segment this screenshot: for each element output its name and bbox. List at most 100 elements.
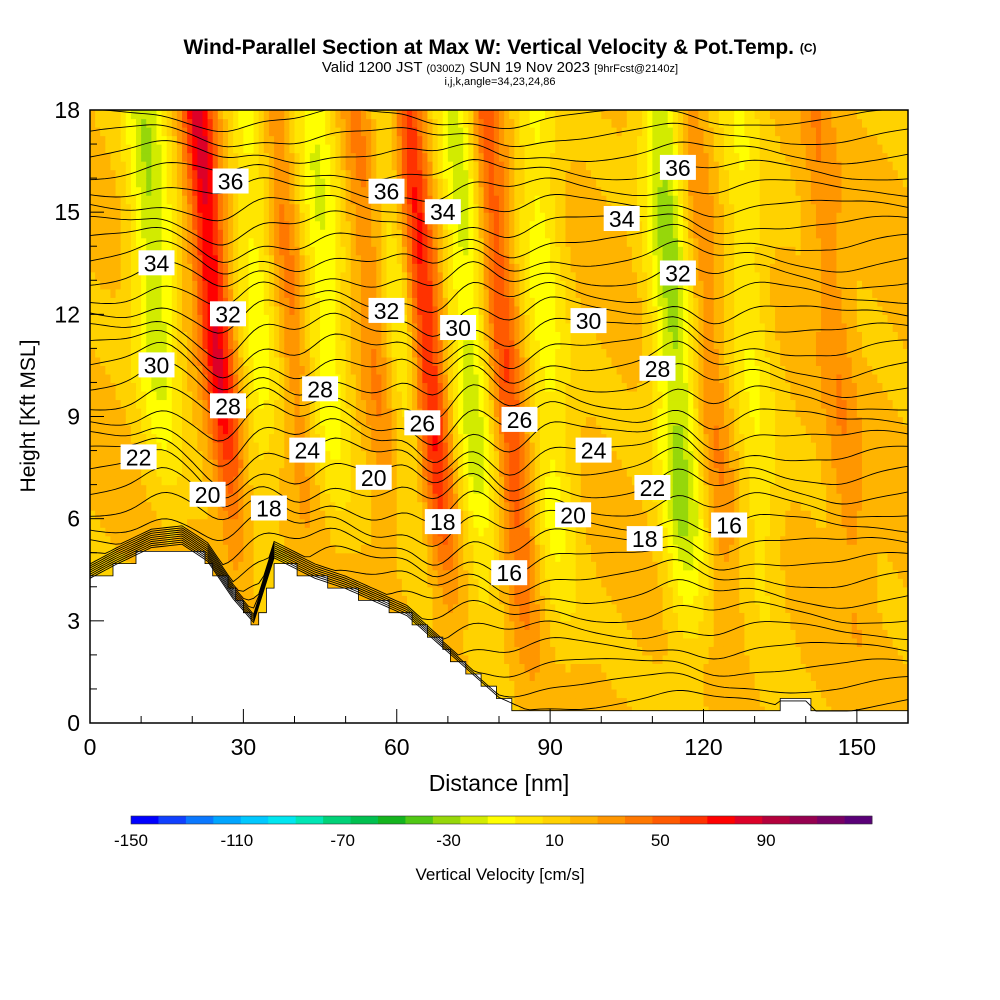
- velocity-cell: [161, 297, 168, 307]
- velocity-cell: [314, 399, 321, 409]
- velocity-cell: [258, 331, 265, 341]
- velocity-cell: [432, 476, 439, 486]
- velocity-cell: [228, 527, 234, 537]
- velocity-cell: [136, 195, 142, 205]
- velocity-cell: [217, 433, 224, 443]
- velocity-cell: [335, 246, 342, 256]
- velocity-cell: [182, 237, 188, 247]
- velocity-cell: [386, 356, 393, 367]
- velocity-cell: [314, 476, 321, 486]
- velocity-cell: [233, 476, 239, 486]
- velocity-cell: [274, 416, 280, 426]
- velocity-cell: [279, 425, 285, 435]
- velocity-cell: [156, 110, 163, 120]
- velocity-cell: [115, 144, 122, 154]
- velocity-cell: [314, 195, 321, 205]
- velocity-cell: [345, 118, 352, 128]
- velocity-cell: [401, 348, 408, 358]
- velocity-cell: [207, 467, 214, 477]
- velocity-cell: [335, 144, 342, 154]
- velocity-cell: [406, 433, 413, 443]
- velocity-cell: [192, 178, 198, 188]
- velocity-cell: [427, 382, 434, 392]
- velocity-cell: [100, 484, 106, 494]
- velocity-cell: [345, 535, 352, 545]
- velocity-cell: [330, 416, 336, 426]
- velocity-cell: [268, 212, 275, 222]
- velocity-cell: [299, 237, 306, 247]
- velocity-cell: [95, 152, 101, 162]
- velocity-cell: [192, 280, 198, 290]
- velocity-cell: [406, 237, 413, 247]
- velocity-cell: [391, 237, 398, 247]
- velocity-cell: [268, 416, 275, 426]
- velocity-cell: [90, 348, 96, 358]
- velocity-cell: [258, 254, 265, 264]
- velocity-cell: [115, 288, 122, 298]
- velocity-cell: [345, 365, 352, 375]
- velocity-cell: [258, 578, 265, 588]
- velocity-cell: [95, 510, 101, 520]
- velocity-cell: [381, 152, 388, 162]
- velocity-cell: [381, 135, 388, 145]
- velocity-cell: [115, 135, 122, 145]
- velocity-cell: [105, 459, 112, 469]
- velocity-cell: [253, 586, 260, 596]
- velocity-cell: [105, 416, 112, 426]
- velocity-cell: [110, 246, 117, 256]
- velocity-cell: [120, 288, 127, 298]
- velocity-cell: [437, 476, 444, 486]
- velocity-cell: [248, 118, 255, 128]
- velocity-cell: [366, 254, 372, 264]
- velocity-cell: [130, 297, 137, 307]
- velocity-cell: [202, 322, 209, 332]
- velocity-cell: [432, 356, 439, 367]
- velocity-cell: [228, 127, 234, 137]
- velocity-cell: [314, 237, 321, 247]
- velocity-cell: [197, 169, 204, 179]
- velocity-cell: [340, 501, 347, 511]
- velocity-cell: [238, 118, 244, 128]
- velocity-cell: [304, 220, 311, 230]
- velocity-cell: [171, 527, 178, 537]
- velocity-cell: [350, 476, 357, 486]
- velocity-cell: [100, 407, 106, 418]
- velocity-cell: [115, 297, 122, 307]
- velocity-cell: [427, 365, 434, 375]
- velocity-cell: [284, 263, 290, 273]
- velocity-cell: [350, 407, 357, 418]
- velocity-cell: [253, 425, 260, 435]
- velocity-cell: [105, 237, 112, 247]
- velocity-cell: [151, 280, 158, 290]
- velocity-cell: [417, 476, 423, 486]
- velocity-cell: [197, 527, 204, 537]
- velocity-cell: [258, 569, 265, 579]
- velocity-cell: [442, 629, 449, 639]
- velocity-cell: [156, 288, 163, 298]
- velocity-cell: [217, 288, 224, 298]
- velocity-cell: [95, 493, 101, 503]
- velocity-cell: [263, 127, 270, 137]
- velocity-cell: [136, 544, 142, 554]
- velocity-cell: [176, 144, 183, 154]
- velocity-cell: [125, 271, 132, 281]
- velocity-cell: [110, 467, 117, 477]
- velocity-cell: [238, 246, 244, 256]
- velocity-cell: [263, 416, 270, 426]
- velocity-cell: [442, 637, 449, 647]
- velocity-cell: [243, 527, 250, 537]
- velocity-cell: [243, 416, 250, 426]
- velocity-cell: [120, 510, 127, 520]
- velocity-cell: [422, 544, 429, 554]
- velocity-cell: [197, 459, 204, 469]
- velocity-cell: [366, 271, 372, 281]
- velocity-cell: [401, 288, 408, 298]
- velocity-cell: [136, 407, 142, 418]
- velocity-cell: [294, 288, 301, 298]
- velocity-cell: [182, 433, 188, 443]
- velocity-cell: [182, 425, 188, 435]
- velocity-cell: [335, 203, 342, 213]
- velocity-cell: [202, 416, 209, 426]
- velocity-cell: [95, 373, 101, 384]
- velocity-cell: [228, 348, 234, 358]
